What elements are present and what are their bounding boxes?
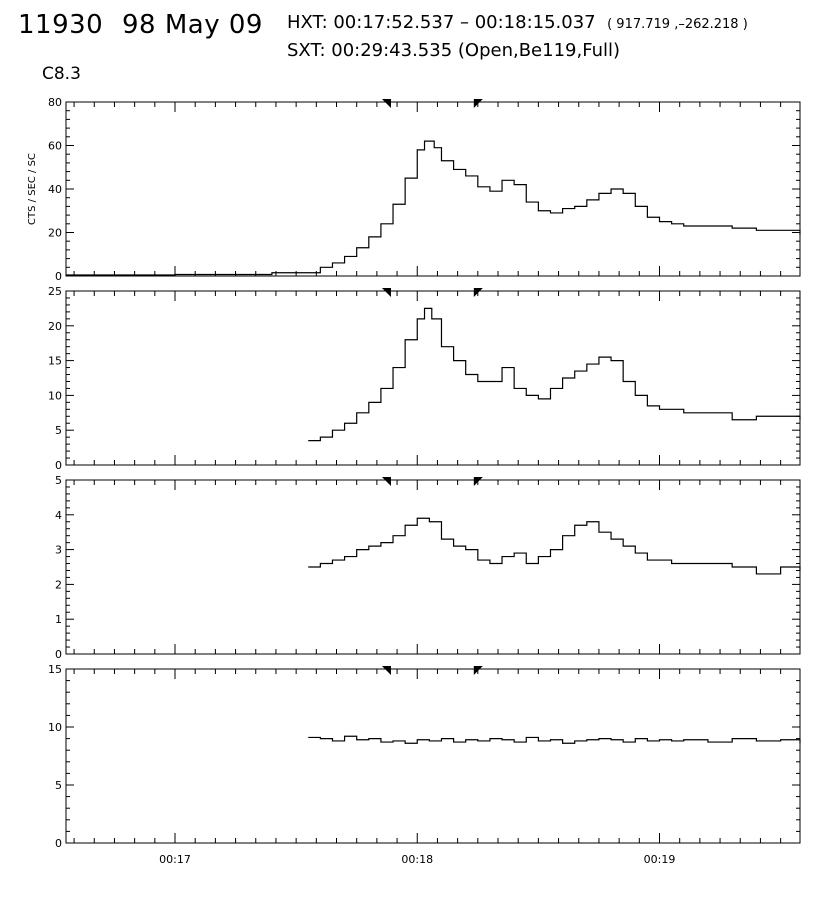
y-tick-label: 1 [55, 613, 62, 626]
panel-2-series-line [308, 307, 801, 442]
hxt-coords: ( 917.719 ,–262.218 ) [607, 17, 748, 32]
hxt-interval-marker [381, 666, 391, 675]
y-tick-label: 10 [48, 721, 62, 734]
hxt-interval-marker [381, 477, 391, 486]
y-tick-label: 5 [55, 424, 62, 437]
y-tick-label: 5 [55, 779, 62, 792]
y-tick-label: 15 [48, 663, 62, 676]
y-tick-label: 3 [55, 544, 62, 557]
hxt-interval-marker [473, 477, 483, 486]
panel-2-frame [65, 290, 801, 466]
event-date: 98 May 09 [122, 10, 263, 40]
panel-1-frame [65, 101, 801, 277]
hxt-line: HXT: 00:17:52.537 – 00:18:15.037 ( 917.7… [287, 12, 748, 33]
y-tick-label: 20 [48, 320, 62, 333]
panel-3-frame [65, 479, 801, 655]
hxt-interval-marker [473, 288, 483, 297]
y-tick-label: 4 [55, 509, 62, 522]
y-tick-label: 5 [55, 474, 62, 487]
y-tick-label: 0 [55, 459, 62, 472]
panel-3-series-line [308, 517, 801, 575]
goes-class: C8.3 [42, 64, 81, 84]
panel-4-series-line [308, 735, 801, 744]
y-tick-label: 0 [55, 648, 62, 661]
event-id: 11930 [18, 10, 104, 40]
x-tick-label: 00:19 [644, 853, 676, 866]
hxt-interval-marker [473, 99, 483, 108]
x-tick-label: 00:17 [159, 853, 191, 866]
y-tick-label: 10 [48, 389, 62, 402]
panel-1-series-line [66, 140, 801, 276]
y-tick-label: 60 [48, 140, 62, 153]
y-tick-label: 0 [55, 837, 62, 850]
y-tick-label: 15 [48, 355, 62, 368]
y-tick-label: 80 [48, 96, 62, 109]
hxt-interval-marker [381, 99, 391, 108]
y-tick-label: 0 [55, 270, 62, 283]
x-tick-label: 00:18 [401, 853, 433, 866]
y-tick-label: 40 [48, 183, 62, 196]
y-tick-label: 20 [48, 227, 62, 240]
y-tick-label: 2 [55, 578, 62, 591]
hxt-interval-marker [473, 666, 483, 675]
y-tick-label: 25 [48, 285, 62, 298]
y-axis-label: CTS / SEC / SC [27, 153, 38, 225]
hxt-time-range: HXT: 00:17:52.537 – 00:18:15.037 [287, 12, 596, 33]
sxt-line: SXT: 00:29:43.535 (Open,Be119,Full) [287, 40, 621, 61]
hxt-interval-marker [381, 288, 391, 297]
panel-4-frame [65, 668, 801, 844]
